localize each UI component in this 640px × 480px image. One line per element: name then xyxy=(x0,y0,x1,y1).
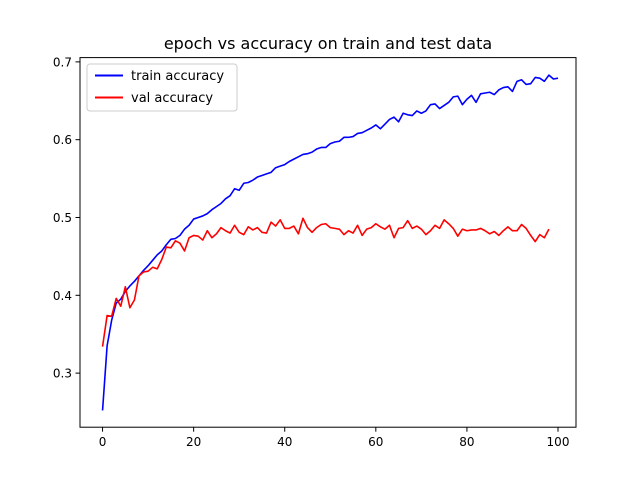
x-tick-label: 80 xyxy=(459,435,474,449)
legend-label-train: train accuracy xyxy=(131,69,224,84)
x-tick-label: 100 xyxy=(547,435,570,449)
x-tick-label: 60 xyxy=(368,435,383,449)
y-tick-label: 0.4 xyxy=(53,289,72,303)
legend-label-val: val accuracy xyxy=(131,91,213,106)
y-tick-label: 0.5 xyxy=(53,211,72,225)
series-line-val xyxy=(101,217,550,347)
series-layer xyxy=(101,74,559,411)
x-tick-label: 20 xyxy=(186,435,201,449)
y-tick-label: 0.6 xyxy=(53,133,72,147)
series-line-train xyxy=(101,74,559,411)
y-tick-label: 0.7 xyxy=(53,55,72,69)
legend-box xyxy=(86,63,238,112)
x-tick-label: 40 xyxy=(277,435,292,449)
y-tick-label: 0.3 xyxy=(53,367,72,381)
x-axis: 0 20 40 60 80 100 xyxy=(99,427,570,449)
plot-frame xyxy=(79,57,577,428)
x-tick-label: 0 xyxy=(99,435,107,449)
chart-title: epoch vs accuracy on train and test data xyxy=(164,34,492,53)
legend: train accuracy val accuracy xyxy=(86,63,238,112)
y-axis: 0.3 0.4 0.5 0.6 0.7 xyxy=(53,55,80,381)
